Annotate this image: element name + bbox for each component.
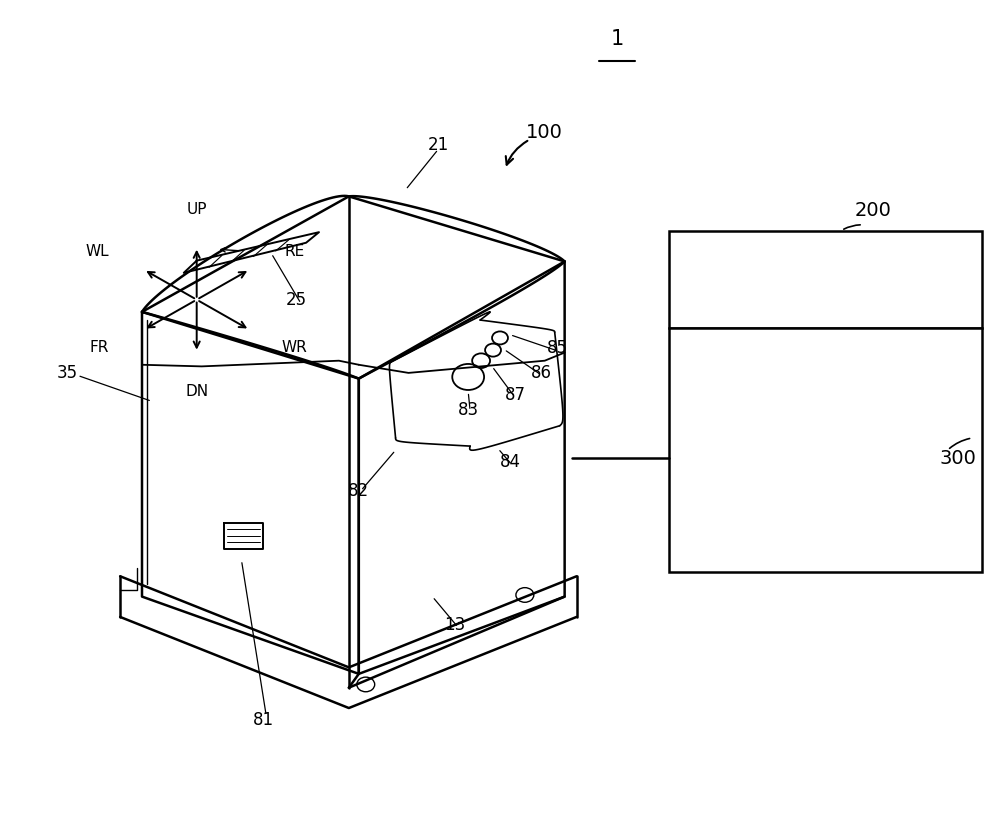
Text: 86: 86 (531, 364, 552, 382)
Text: 300: 300 (939, 449, 976, 468)
Text: UP: UP (186, 202, 207, 217)
Text: RE: RE (284, 244, 304, 259)
Text: 87: 87 (504, 386, 525, 404)
Text: 21: 21 (428, 136, 449, 154)
Text: 83: 83 (458, 400, 479, 419)
Text: 84: 84 (499, 454, 520, 472)
Text: 1: 1 (611, 29, 624, 49)
Text: 200: 200 (854, 201, 891, 219)
Bar (669, 230, 982, 328)
Text: 25: 25 (286, 291, 307, 309)
Text: FR: FR (89, 341, 109, 355)
Bar (669, 328, 982, 572)
Text: WL: WL (85, 244, 109, 259)
Text: 81: 81 (253, 711, 274, 729)
Text: 85: 85 (547, 340, 568, 357)
Text: DN: DN (185, 384, 208, 399)
Text: 82: 82 (348, 482, 369, 500)
Text: WR: WR (281, 341, 307, 355)
Text: 35: 35 (57, 364, 78, 382)
Text: 100: 100 (526, 124, 563, 143)
Text: 13: 13 (445, 616, 466, 634)
